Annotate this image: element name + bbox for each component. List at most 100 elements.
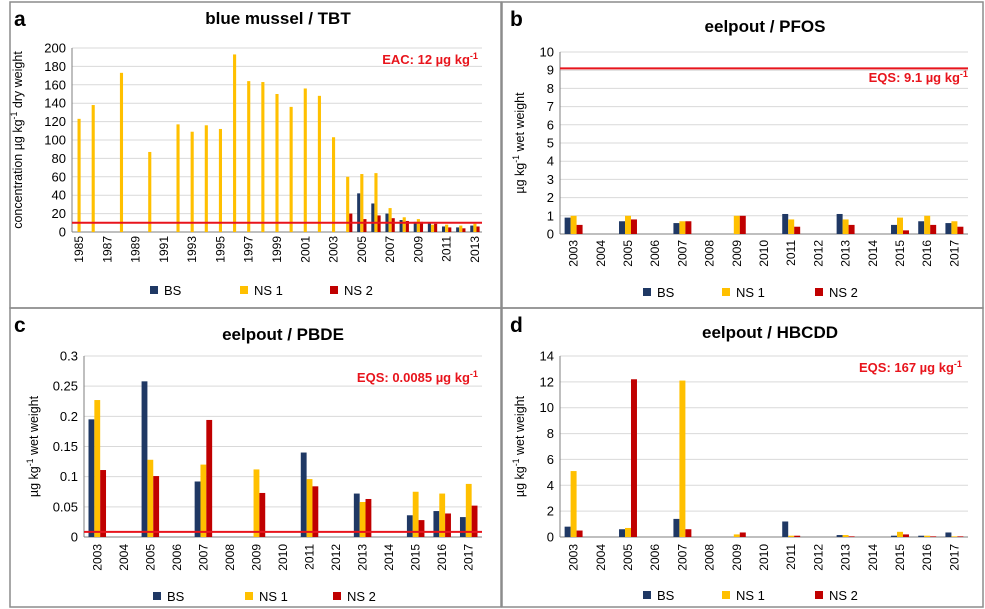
bar-ns1 (374, 173, 378, 232)
x-tick-label: 2004 (594, 240, 608, 267)
bar-ns1 (733, 534, 740, 537)
x-tick-label: 2006 (170, 544, 184, 571)
x-tick-label: 2005 (355, 236, 369, 263)
y-tick-label: 80 (52, 151, 66, 166)
y-tick-label: 2 (547, 504, 554, 519)
legend-label: NS 1 (736, 588, 765, 603)
x-tick-label: 2013 (468, 236, 482, 263)
bar-ns2 (363, 219, 367, 232)
y-tick-label: 0.15 (53, 439, 78, 454)
bar-ns1 (897, 531, 903, 537)
bar-bs (406, 515, 413, 537)
bar-ns1 (924, 215, 931, 234)
panel-letter: a (14, 8, 26, 31)
bar-ns1 (951, 221, 958, 234)
bar-bs (836, 535, 843, 537)
bar-ns2 (902, 230, 909, 234)
bar-bs (673, 518, 680, 537)
bar-ns1 (253, 469, 260, 537)
bar-bs (456, 227, 460, 232)
x-tick-label: 2003 (567, 544, 581, 571)
x-tick-label: 1987 (100, 236, 114, 263)
y-tick-label: 0 (547, 227, 554, 242)
y-tick-label: 4 (547, 478, 554, 493)
bar-ns1 (306, 479, 313, 537)
x-tick-label: 2012 (329, 544, 343, 571)
panel-letter: c (14, 314, 26, 337)
x-tick-label: 2010 (757, 240, 771, 267)
bar-ns1 (200, 464, 207, 537)
bar-bs (399, 220, 403, 232)
bar-ns1 (459, 225, 463, 232)
x-tick-label: 1997 (242, 236, 256, 263)
legend-swatch-bs (643, 591, 651, 599)
bar-bs (782, 521, 789, 537)
y-tick-label: 160 (44, 77, 66, 92)
y-axis-label-main: µg kg (27, 466, 41, 497)
bar-ns2 (312, 486, 319, 537)
x-tick-label: 2017 (462, 544, 476, 571)
x-tick-label: 2008 (703, 240, 717, 267)
x-tick-label: 2006 (648, 544, 662, 571)
bar-ns1 (190, 131, 194, 232)
bar-ns1 (445, 224, 449, 232)
legend-label: BS (167, 589, 185, 604)
y-tick-label: 0 (547, 530, 554, 545)
x-tick-label: 2008 (703, 544, 717, 571)
x-tick-label: 2012 (811, 240, 825, 267)
bar-ns2 (462, 228, 466, 232)
y-tick-label: 12 (540, 374, 554, 389)
bar-ns2 (448, 227, 452, 232)
bar-ns2 (630, 219, 637, 234)
threshold-label-main: EQS: 167 µg kg (859, 360, 954, 375)
panel-frame (9, 307, 502, 608)
bar-bs (564, 526, 571, 537)
bar-bs (891, 535, 898, 537)
threshold-label-sup: -1 (960, 69, 968, 79)
bar-ns2 (957, 536, 964, 537)
bar-ns2 (259, 492, 266, 537)
y-tick-label: 0.05 (53, 499, 78, 514)
bar-ns1 (119, 72, 124, 232)
bar-ns1 (465, 483, 472, 537)
bar-ns1 (147, 459, 154, 537)
bar-ns1 (233, 54, 237, 232)
bar-ns2 (739, 215, 746, 234)
x-tick-label: 2015 (409, 544, 423, 571)
x-tick-label: 2014 (866, 240, 880, 267)
bar-ns1 (625, 527, 631, 537)
bar-ns1 (625, 215, 631, 234)
x-tick-label: 2008 (223, 544, 237, 571)
bar-ns1 (346, 176, 350, 232)
bar-bs (371, 203, 375, 232)
y-axis-label-main: µg kg (513, 466, 527, 497)
x-tick-label: 2013 (356, 544, 370, 571)
legend-label: NS 2 (829, 588, 858, 603)
bar-ns1 (679, 380, 686, 537)
bar-ns1 (275, 94, 279, 232)
bar-ns2 (848, 536, 855, 537)
bar-ns1 (148, 151, 152, 232)
y-axis-label-rest: wet weight (513, 92, 527, 155)
x-tick-label: 2003 (567, 240, 581, 267)
y-axis-label-main: concentration µg kg (11, 119, 25, 228)
x-tick-label: 2016 (920, 240, 934, 267)
bar-ns2 (405, 220, 409, 232)
bar-ns2 (418, 520, 425, 537)
bar-ns2 (685, 221, 692, 234)
legend-label: NS 2 (347, 589, 376, 604)
x-tick-label: 1989 (129, 236, 143, 263)
y-axis-label-main: µg kg (513, 163, 527, 194)
legend-swatch-bs (150, 286, 158, 294)
x-tick-label: 2001 (298, 236, 312, 263)
x-tick-label: 2013 (839, 544, 853, 571)
bar-bs (891, 224, 898, 234)
panel-letter: d (510, 314, 523, 337)
y-tick-label: 8 (547, 426, 554, 441)
legend-swatch-bs (153, 592, 161, 600)
bar-ns1 (218, 128, 223, 232)
x-tick-label: 2011 (440, 236, 454, 262)
x-tick-label: 1993 (185, 236, 199, 263)
x-tick-label: 1985 (72, 236, 86, 263)
bar-ns1 (951, 536, 958, 537)
